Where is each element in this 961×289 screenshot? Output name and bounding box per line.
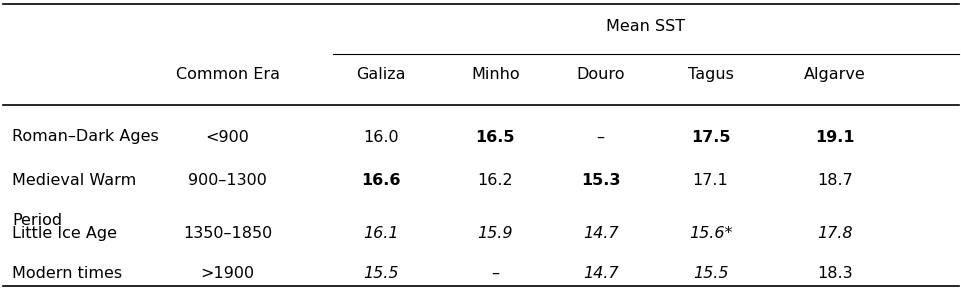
Text: Roman–Dark Ages: Roman–Dark Ages — [12, 129, 159, 144]
Text: 17.5: 17.5 — [690, 129, 729, 144]
Text: Douro: Douro — [576, 67, 624, 82]
Text: 18.3: 18.3 — [816, 266, 851, 281]
Text: Galiza: Galiza — [356, 67, 405, 82]
Text: 15.3: 15.3 — [580, 173, 620, 188]
Text: Common Era: Common Era — [175, 67, 280, 82]
Text: 16.5: 16.5 — [475, 129, 514, 144]
Text: 17.8: 17.8 — [816, 226, 851, 241]
Text: –: – — [491, 266, 499, 281]
Text: 19.1: 19.1 — [814, 129, 853, 144]
Text: 1350–1850: 1350–1850 — [183, 226, 272, 241]
Text: 14.7: 14.7 — [582, 266, 618, 281]
Text: –: – — [596, 129, 604, 144]
Text: Modern times: Modern times — [12, 266, 122, 281]
Text: 15.5: 15.5 — [362, 266, 398, 281]
Text: Minho: Minho — [471, 67, 519, 82]
Text: 15.6*: 15.6* — [688, 226, 731, 241]
Text: Medieval Warm: Medieval Warm — [12, 173, 136, 188]
Text: 900–1300: 900–1300 — [188, 173, 267, 188]
Text: <900: <900 — [206, 129, 249, 144]
Text: 16.2: 16.2 — [477, 173, 512, 188]
Text: 18.7: 18.7 — [816, 173, 851, 188]
Text: Little Ice Age: Little Ice Age — [12, 226, 117, 241]
Text: 17.1: 17.1 — [692, 173, 727, 188]
Text: Algarve: Algarve — [803, 67, 865, 82]
Text: Tagus: Tagus — [687, 67, 732, 82]
Text: Mean SST: Mean SST — [605, 19, 685, 34]
Text: 15.9: 15.9 — [477, 226, 512, 241]
Text: Period: Period — [12, 213, 62, 228]
Text: 14.7: 14.7 — [582, 226, 618, 241]
Text: 16.0: 16.0 — [362, 129, 398, 144]
Text: 15.5: 15.5 — [692, 266, 727, 281]
Text: 16.1: 16.1 — [362, 226, 398, 241]
Text: >1900: >1900 — [200, 266, 255, 281]
Text: 16.6: 16.6 — [360, 173, 400, 188]
